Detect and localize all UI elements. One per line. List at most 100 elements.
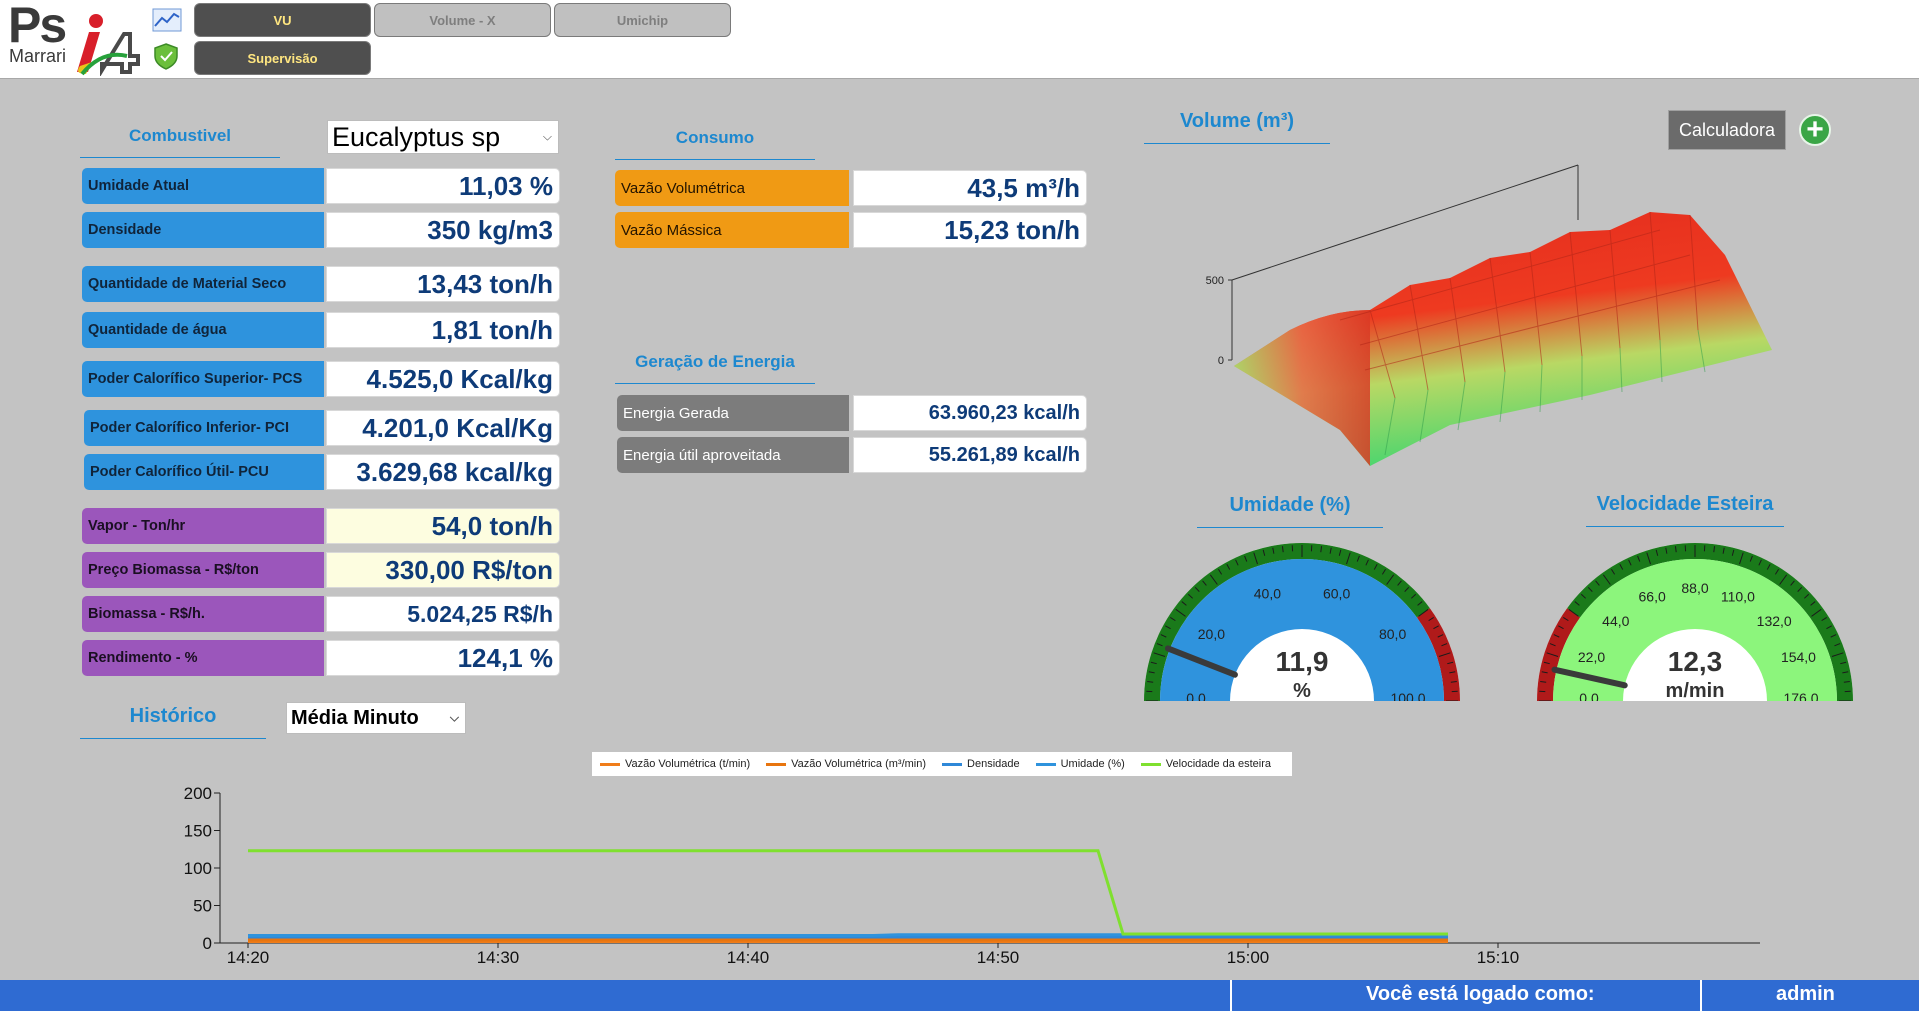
footer-bar bbox=[0, 980, 1919, 1011]
fuel-select[interactable]: Eucalyptus sp ⌵ bbox=[327, 120, 559, 154]
velocidade-gauge-tick bbox=[1655, 549, 1659, 556]
umidade-gauge-tick bbox=[1428, 616, 1434, 622]
umidade-gauge-tick bbox=[1329, 547, 1332, 554]
umidade-gauge-tick bbox=[1148, 671, 1155, 674]
velocidade-gauge-tick bbox=[1739, 552, 1744, 565]
umidade-gauge: 0,0 20,0 40,0 60,0 80,0 100,0 11,9% bbox=[1144, 543, 1460, 701]
umidade-gauge-tick-label: 0,0 bbox=[1186, 690, 1206, 701]
value-preco-biomassa[interactable]: 330,00 R$/ton bbox=[326, 552, 560, 588]
umidade-gauge-tick-label: 60,0 bbox=[1323, 585, 1350, 601]
legend-label: Densidade bbox=[967, 758, 1020, 770]
velocidade-gauge-band bbox=[1537, 608, 1581, 701]
legend-label: Velocidade da esteira bbox=[1165, 758, 1271, 770]
label-energia-util: Energia útil aproveitada bbox=[617, 437, 849, 473]
legend-item[interactable]: Vazão Volumétrica (t/min) bbox=[600, 758, 750, 770]
velocidade-gauge-needle bbox=[1551, 666, 1628, 689]
umidade-gauge-unit: % bbox=[1293, 680, 1311, 701]
velocidade-gauge-tick bbox=[1568, 608, 1579, 617]
velocidade-gauge-tick bbox=[1779, 574, 1788, 585]
chart-y-tick-label: 100 bbox=[184, 859, 212, 878]
chevron-down-icon: ⌵ bbox=[542, 129, 552, 144]
umidade-gauge-band bbox=[1416, 608, 1460, 701]
velocidade-gauge-value: 12,3 bbox=[1668, 646, 1723, 677]
legend-item[interactable]: Velocidade da esteira bbox=[1140, 758, 1271, 770]
velocidade-gauge-tick bbox=[1546, 652, 1559, 657]
chart-x-tick-label: 14:50 bbox=[977, 948, 1020, 967]
label-densidade: Densidade bbox=[82, 212, 324, 248]
umidade-gauge-tick bbox=[1365, 559, 1369, 566]
umidade-gauge-tick bbox=[1147, 680, 1154, 683]
label-pcs: Poder Calorífico Superior- PCS bbox=[82, 361, 324, 397]
label-pcu: Poder Calorífico Útil- PCU bbox=[84, 454, 324, 490]
umidade-gauge-tick bbox=[1411, 593, 1417, 599]
umidade-gauge-tick bbox=[1338, 549, 1342, 556]
legend-swatch bbox=[766, 762, 787, 766]
umidade-gauge-tick bbox=[1209, 574, 1218, 585]
velocidade-gauge-tick bbox=[1541, 671, 1548, 674]
historico-chart: 200 150 100 50 0 14:20 14:30 14:40 14:50 15:00 15:… bbox=[184, 784, 1760, 967]
umidade-gauge-tick bbox=[1235, 559, 1239, 566]
tab-supervisao[interactable]: Supervisão bbox=[194, 41, 371, 75]
value-pcu: 3.629,68 kcal/kg bbox=[326, 454, 560, 490]
umidade-gauge-tick bbox=[1320, 546, 1323, 553]
velocidade-gauge-tick-label: 22,0 bbox=[1578, 649, 1605, 665]
velocidade-gauge-tick bbox=[1610, 569, 1616, 575]
velocidade-gauge-tick bbox=[1840, 661, 1847, 665]
umidade-gauge-tick bbox=[1381, 569, 1387, 575]
velocidade-gauge-tick bbox=[1628, 559, 1632, 566]
chart-x-tick-label: 15:00 bbox=[1227, 948, 1270, 967]
velocidade-gauge-tick bbox=[1790, 580, 1795, 586]
umidade-gauge-tick bbox=[1437, 634, 1444, 638]
label-vazao-massica: Vazão Mássica bbox=[615, 212, 849, 248]
tab-vu[interactable]: VU bbox=[194, 3, 371, 37]
chart-x-tick-label: 15:10 bbox=[1477, 948, 1520, 967]
chart-x-tick-label: 14:20 bbox=[227, 948, 270, 967]
velocidade-gauge-tick bbox=[1540, 680, 1547, 683]
umidade-gauge-tick bbox=[1450, 680, 1457, 683]
velocidade-gauge-tick bbox=[1821, 616, 1827, 622]
legend-label: Vazão Volumétrica (t/min) bbox=[625, 758, 751, 770]
velocidade-gauge-tick-label: 66,0 bbox=[1639, 589, 1666, 605]
velocidade-gauge-tick bbox=[1602, 574, 1611, 585]
calculadora-button[interactable]: Calculadora bbox=[1668, 110, 1786, 150]
historico-title: Histórico bbox=[80, 705, 266, 739]
plus-circle-icon[interactable]: + bbox=[1799, 114, 1831, 146]
tab-volume-x[interactable]: Volume - X bbox=[374, 3, 551, 37]
umidade-gauge-tick bbox=[1397, 580, 1402, 586]
velocidade-gauge-tick bbox=[1646, 552, 1651, 565]
value-energia-gerada: 63.960,23 kcal/h bbox=[853, 395, 1087, 431]
velocidade-gauge-tick bbox=[1674, 546, 1677, 553]
umidade-gauge-tick bbox=[1170, 616, 1176, 622]
tab-umichip[interactable]: Umichip bbox=[554, 3, 731, 37]
label-pci: Poder Calorífico Inferior- PCI bbox=[84, 410, 324, 446]
legend-item[interactable]: Vazão Volumétrica (m³/min) bbox=[766, 758, 926, 770]
consumo-title: Consumo bbox=[615, 128, 815, 160]
value-pci: 4.201,0 Kcal/Kg bbox=[326, 410, 560, 446]
legend-item[interactable]: Umidade (%) bbox=[1035, 758, 1125, 770]
value-vapor[interactable]: 54,0 ton/h bbox=[326, 508, 560, 544]
velocidade-gauge-tick bbox=[1553, 634, 1560, 638]
velocidade-gauge-tick bbox=[1766, 564, 1771, 570]
umidade-gauge-hub bbox=[1230, 629, 1374, 701]
velocidade-gauge-hub bbox=[1623, 629, 1767, 701]
chart-icon[interactable] bbox=[152, 8, 182, 37]
legend-item[interactable]: Densidade bbox=[942, 758, 1020, 770]
historico-select[interactable]: Média Minuto ⌵ bbox=[286, 702, 466, 734]
umidade-gauge-tick bbox=[1356, 555, 1360, 562]
umidade-gauge-tick bbox=[1346, 552, 1351, 565]
velocidade-gauge-tick bbox=[1804, 593, 1810, 599]
velocidade-gauge-tick bbox=[1774, 569, 1780, 575]
footer-divider bbox=[1700, 980, 1702, 1011]
velocidade-gauge-tick bbox=[1731, 549, 1735, 556]
velocidade-gauge-tick bbox=[1587, 586, 1593, 592]
shield-icon[interactable] bbox=[152, 42, 180, 75]
velocidade-gauge-tick bbox=[1637, 555, 1641, 562]
velocidade-gauge-tick bbox=[1543, 661, 1550, 665]
chart-series-line-4 bbox=[248, 849, 1448, 936]
chart-x-tick-label: 14:40 bbox=[727, 948, 770, 967]
umidade-gauge-tick bbox=[1253, 552, 1258, 565]
value-pcs: 4.525,0 Kcal/kg bbox=[326, 361, 560, 397]
umidade-gauge-tick bbox=[1153, 652, 1166, 657]
umidade-gauge-tick bbox=[1187, 593, 1193, 599]
value-umidade-atual: 11,03 % bbox=[326, 168, 560, 204]
